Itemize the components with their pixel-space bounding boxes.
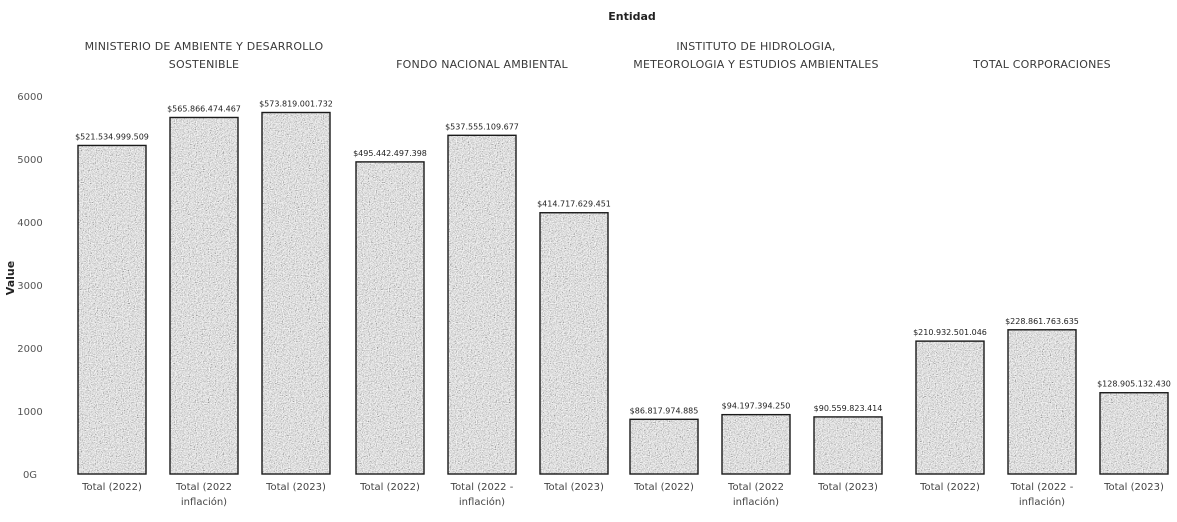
group-header-line: FONDO NACIONAL AMBIENTAL	[396, 58, 568, 71]
chart-title: Entidad	[608, 10, 656, 23]
bar	[170, 117, 238, 474]
bar	[814, 416, 882, 474]
category-label-line: Total (2022)	[633, 482, 694, 493]
data-label: $573.819.001.732	[259, 100, 333, 109]
bar-outline	[447, 134, 517, 475]
category-label: Total (2022)	[919, 482, 980, 493]
bar	[540, 212, 608, 474]
category-label: Total (2023)	[543, 482, 604, 493]
category-label-line: Total (2023)	[1103, 482, 1164, 493]
category-label-line: Total (2022 -	[450, 482, 514, 493]
category-label-line: inflación)	[181, 496, 227, 508]
category-label-line: Total (2022)	[359, 482, 420, 493]
y-axis-label: Value	[4, 261, 17, 295]
bar	[356, 161, 424, 474]
y-tick-label: 5000	[17, 155, 42, 166]
bar-outline	[539, 212, 609, 475]
group-headers: MINISTERIO DE AMBIENTE Y DESARROLLO SOSTE…	[85, 40, 1111, 71]
category-label: Total (2022 inflación)	[175, 482, 232, 508]
group-header-line: METEOROLOGIA Y ESTUDIOS AMBIENTALES	[633, 58, 878, 71]
bar	[630, 419, 698, 474]
data-label: $495.442.497.398	[353, 149, 427, 158]
bar-outline	[813, 416, 883, 475]
data-label: $537.555.109.677	[445, 122, 519, 131]
bar	[1008, 329, 1076, 474]
category-label: Total (2022)	[633, 482, 694, 493]
bar-outline	[77, 144, 147, 475]
data-label: $521.534.999.509	[75, 132, 149, 141]
bars: $521.534.999.509 Total (2022) $565.866.474…	[75, 100, 1171, 508]
category-label-line: inflación)	[1019, 496, 1065, 508]
group-header: MINISTERIO DE AMBIENTE Y DESARROLLO SOSTE…	[85, 40, 324, 71]
category-label-line: Total (2022	[727, 482, 784, 493]
category-label-line: inflación)	[733, 496, 779, 508]
category-label-line: Total (2022 -	[1010, 482, 1074, 493]
data-label: $414.717.629.451	[537, 200, 611, 209]
group-header: FONDO NACIONAL AMBIENTAL	[396, 58, 568, 71]
data-label: $86.817.974.885	[630, 406, 699, 415]
y-tick-label: 6000	[17, 92, 42, 103]
group-header: TOTAL CORPORACIONES	[972, 58, 1111, 71]
bar	[78, 145, 146, 474]
category-label-line: Total (2023)	[817, 482, 878, 493]
category-label-line: Total (2023)	[265, 482, 326, 493]
bar	[448, 135, 516, 474]
category-label-line: Total (2022)	[81, 482, 142, 493]
y-tick-label: 4000	[17, 218, 42, 229]
group-header-line: INSTITUTO DE HIDROLOGIA,	[676, 40, 835, 53]
bar	[1100, 392, 1168, 474]
data-label: $94.197.394.250	[722, 402, 791, 411]
category-label: Total (2022 inflación)	[727, 482, 784, 508]
data-label: $128.905.132.430	[1097, 380, 1171, 389]
group-header-line: TOTAL CORPORACIONES	[972, 58, 1111, 71]
data-label: $565.866.474.467	[167, 104, 241, 113]
data-label: $228.861.763.635	[1005, 317, 1079, 326]
bar-outline	[629, 418, 699, 475]
data-label: $210.932.501.046	[913, 328, 987, 337]
group-header-line: SOSTENIBLE	[169, 58, 239, 71]
bar-outline	[355, 161, 425, 475]
category-label: Total (2022 - inflación)	[450, 482, 514, 508]
category-label: Total (2022)	[359, 482, 420, 493]
y-tick-label: 1000	[17, 407, 42, 418]
group-header: INSTITUTO DE HIDROLOGIA, METEOROLOGIA Y E…	[633, 40, 878, 71]
y-tick-label: 0G	[23, 470, 37, 481]
bar-outline	[261, 111, 331, 475]
bar	[262, 112, 330, 475]
category-label: Total (2022)	[81, 482, 142, 493]
category-label-line: Total (2022)	[919, 482, 980, 493]
bar-outline	[915, 340, 985, 475]
category-label-line: inflación)	[459, 496, 505, 508]
category-label-line: Total (2023)	[543, 482, 604, 493]
category-label: Total (2023)	[817, 482, 878, 493]
y-tick-label: 2000	[17, 344, 42, 355]
category-label: Total (2023)	[265, 482, 326, 493]
category-label: Total (2023)	[1103, 482, 1164, 493]
bar-outline	[1007, 329, 1077, 475]
bar-outline	[169, 116, 239, 475]
bar	[722, 414, 790, 474]
category-label-line: Total (2022	[175, 482, 232, 493]
data-label: $90.559.823.414	[814, 404, 883, 413]
bar	[916, 341, 984, 474]
y-axis-ticks: 0G 1000 2000 3000 4000 5000 6000	[17, 92, 42, 481]
bar-outline	[1099, 392, 1169, 475]
bar-outline	[721, 413, 791, 475]
y-tick-label: 3000	[17, 281, 42, 292]
category-label: Total (2022 - inflación)	[1010, 482, 1074, 508]
group-header-line: MINISTERIO DE AMBIENTE Y DESARROLLO	[85, 40, 324, 53]
